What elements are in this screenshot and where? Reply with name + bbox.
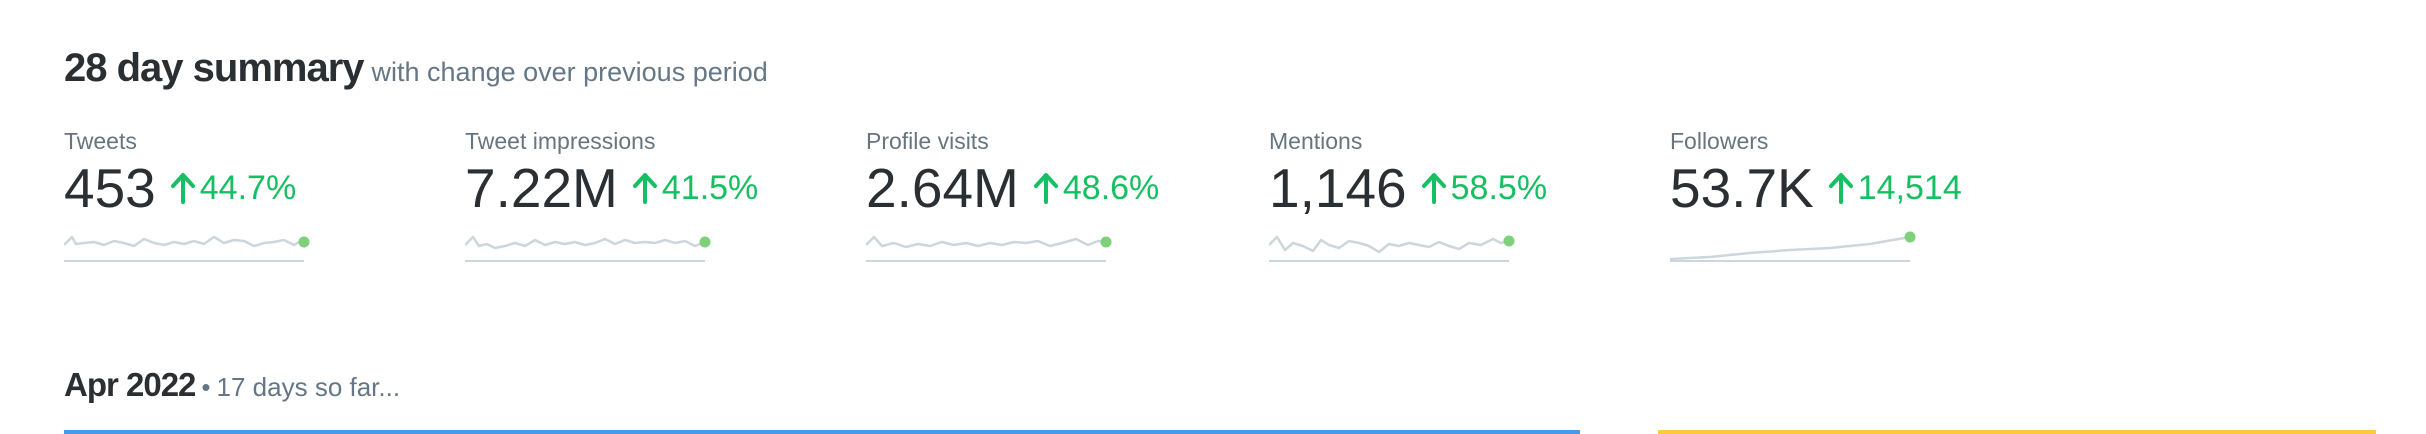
sparkline (465, 235, 711, 262)
metric-change: 58.5% (1450, 168, 1548, 207)
metric-card: Tweet impressions 7.22M 41.5% (465, 128, 845, 265)
metric-card: Mentions 1,146 58.5% (1269, 128, 1649, 265)
metric-value: 7.22M (465, 157, 618, 219)
metric-row: 53.7K 14,514 (1670, 157, 2050, 219)
metric-label: Mentions (1269, 128, 1363, 154)
metric-row: 2.64M 48.6% (866, 157, 1246, 219)
up-arrow (1421, 173, 1446, 204)
month-header: Apr 2022 • 17 days so far... (64, 366, 400, 404)
metric-change: 48.6% (1062, 168, 1160, 207)
up-arrow (632, 173, 657, 204)
metric-change: 41.5% (661, 168, 759, 207)
metric-value: 453 (64, 157, 156, 219)
up-arrow (170, 173, 195, 204)
separator: • (201, 372, 211, 402)
metric-label: Profile visits (866, 128, 989, 154)
up-arrow (1033, 173, 1058, 204)
summary-title: 28 day summary (64, 46, 365, 90)
metric-card: Profile visits 2.64M 48.6% (866, 128, 1246, 265)
metric-change: 14,514 (1857, 168, 1962, 207)
metric-row: 453 44.7% (64, 157, 444, 219)
summary-header: 28 day summary with change over previous … (64, 46, 768, 91)
sparkline (1269, 235, 1515, 262)
yellow-rule (1658, 430, 2376, 434)
metric-row: 1,146 58.5% (1269, 157, 1649, 219)
month-title: Apr 2022 (64, 366, 196, 403)
metric-value: 1,146 (1269, 157, 1407, 219)
metric-value: 53.7K (1670, 157, 1814, 219)
metric-label: Tweet impressions (465, 128, 656, 154)
metric-change: 44.7% (199, 168, 297, 207)
metric-label: Followers (1670, 128, 1769, 154)
sparkline (866, 235, 1112, 262)
metric-card: Followers 53.7K 14,514 (1670, 128, 2050, 265)
sparkline (64, 235, 310, 262)
blue-rule (64, 430, 1580, 434)
metric-row: 7.22M 41.5% (465, 157, 845, 219)
metric-label: Tweets (64, 128, 137, 154)
metric-card: Tweets 453 44.7% (64, 128, 444, 265)
up-arrow (1828, 173, 1853, 204)
summary-subtitle: with change over previous period (371, 57, 768, 87)
sparkline (1670, 231, 1916, 262)
metric-value: 2.64M (866, 157, 1019, 219)
month-note: 17 days so far... (216, 372, 401, 402)
